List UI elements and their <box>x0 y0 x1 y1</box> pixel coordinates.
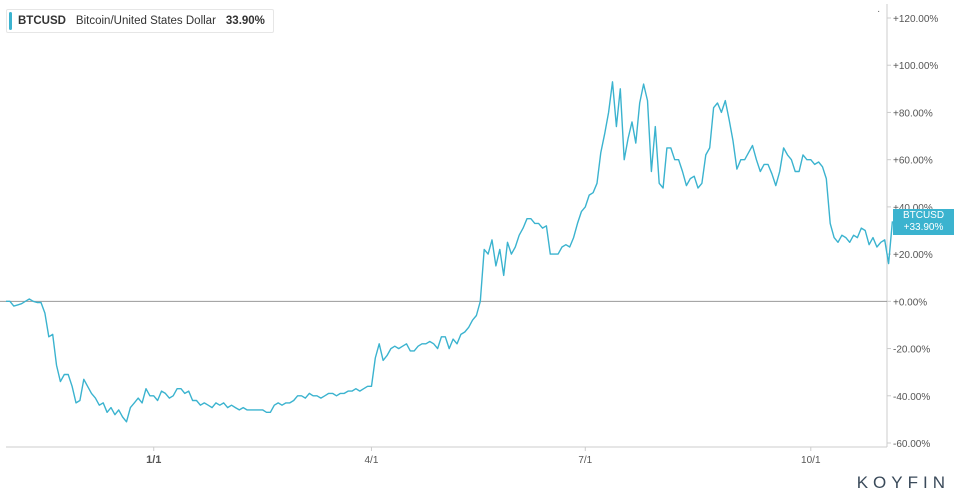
more-dot-icon[interactable]: · <box>877 6 881 17</box>
y-tick-label: -20.00% <box>893 345 930 356</box>
legend-name: Bitcoin/United States Dollar <box>75 15 216 27</box>
badge-symbol: BTCUSD <box>902 210 945 221</box>
y-tick-label: -40.00% <box>893 392 930 403</box>
y-tick-label: +40.00% <box>893 203 933 214</box>
legend-symbol: BTCUSD <box>18 15 66 27</box>
y-tick-label: +100.00% <box>893 61 938 72</box>
y-tick-label: +80.00% <box>893 108 933 119</box>
y-tick-label: +0.00% <box>893 297 927 308</box>
y-tick-label: -60.00% <box>893 439 930 450</box>
legend[interactable]: BTCUSD Bitcoin/United States Dollar 33.9… <box>6 9 274 33</box>
legend-color-swatch <box>9 12 12 30</box>
series-group <box>6 81 894 423</box>
x-axis-ticks: 1/1 4/1 7/1 10/1 <box>146 447 821 466</box>
series-line <box>6 81 894 423</box>
x-tick-label: 7/1 <box>578 455 592 466</box>
chart-axes <box>0 4 888 448</box>
y-tick-label: +20.00% <box>893 250 933 261</box>
y-axis-ticks: -60.00% -40.00% -20.00% +0.00% +20.00% +40.00… <box>887 14 938 450</box>
legend-value: 33.90% <box>225 15 265 27</box>
x-tick-label: 1/1 <box>146 454 161 466</box>
y-tick-label: +60.00% <box>893 156 933 167</box>
brand-logo: KOYFIN <box>856 473 950 492</box>
x-tick-label: 10/1 <box>801 455 821 466</box>
last-value-badge: BTCUSD +33.90% <box>893 209 954 235</box>
x-tick-label: 4/1 <box>365 455 379 466</box>
y-tick-label: +120.00% <box>893 14 938 25</box>
badge-value: +33.90% <box>903 222 944 233</box>
